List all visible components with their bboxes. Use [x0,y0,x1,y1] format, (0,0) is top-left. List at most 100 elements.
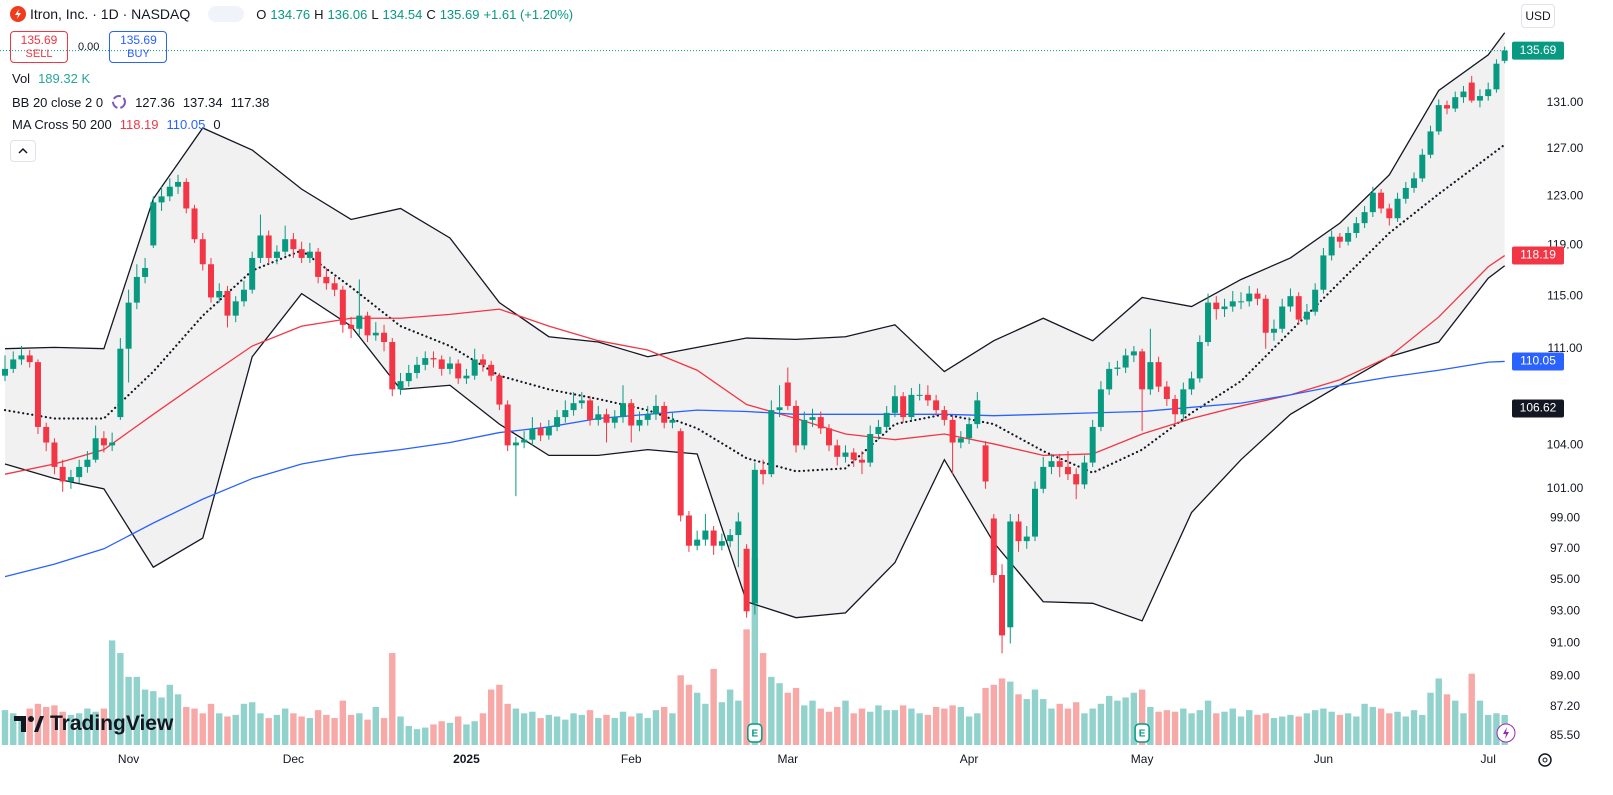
candle-body [1435,105,1442,132]
candle-body [1155,362,1162,387]
candle-body [900,396,907,418]
low-label: L [371,6,379,22]
volume-bar [834,706,841,745]
candle-body [183,181,190,209]
symbol-header: Itron, Inc. · 1D · NASDAQ O 134.76 H 136.0… [10,6,573,22]
candle-body [166,186,173,197]
bb-icon[interactable] [111,94,127,110]
candle-body [43,426,50,443]
volume-bar [1353,716,1360,745]
volume-bar [1287,714,1294,745]
candle-body [982,445,989,482]
volume-bar [1369,706,1377,745]
candle-body [875,426,882,434]
candle-body [1015,521,1022,542]
candle-body [1130,351,1137,356]
volume-bar [982,687,989,745]
volume-bar [26,708,33,745]
volume-bar [265,718,272,745]
volume-bar [628,716,635,745]
currency-button[interactable]: USD [1521,4,1555,28]
candle-body [1163,386,1170,400]
candle-body [381,332,388,343]
candle-body [463,375,470,379]
candle-body [249,257,256,290]
volume-bar [232,714,239,745]
candle-body [924,394,931,401]
volume-bar [1254,714,1261,745]
volume-bar [1031,689,1039,745]
volume-bar [84,708,91,745]
alert-icon[interactable] [1496,723,1516,743]
volume-bar [949,705,956,745]
volume-bar [1493,713,1500,745]
volume-bar [1303,713,1311,745]
candle-body [430,358,437,360]
volume-bar [1435,678,1442,745]
volume-bar [1311,710,1319,745]
volume-bar [504,703,511,745]
candle-body [109,442,116,446]
candle-body [273,251,280,258]
candle-body [570,403,577,411]
candle-body [834,445,841,457]
candle-body [208,264,214,298]
candle-body [1180,389,1187,415]
volume-bar [817,708,824,745]
volume-bar [59,711,66,745]
candle-body [224,291,231,316]
volume-bar [166,684,173,745]
candle-body [1369,192,1376,213]
volume-bar [883,710,890,745]
volume-bar [1048,708,1055,745]
candle-body [669,419,676,423]
buy-button[interactable]: 135.69 BUY [109,31,168,63]
candle-body [1147,362,1154,390]
volume-bar [850,713,857,745]
volume-bar [117,653,124,745]
volume-bar [1419,714,1426,745]
volume-bar [339,700,347,745]
indicator-pills[interactable] [208,6,245,22]
settings-icon[interactable] [1535,750,1555,770]
candle-body [1254,293,1261,299]
candle-body [867,433,874,463]
event-marker [1134,723,1150,743]
candle-body [760,469,767,475]
y-tick-label: 95.00 [1550,572,1580,586]
candle-body [801,419,808,446]
volume-bar [941,708,948,745]
candle-body [1238,301,1244,303]
volume-bar [455,716,462,745]
candle-body [496,375,503,405]
volume-legend: Vol 189.32 K [12,71,90,86]
y-tick-label: 99.00 [1550,511,1580,525]
candle-body [677,431,684,516]
volume-bar [1386,713,1393,745]
volume-bar [422,727,429,745]
volume-bar [281,708,289,745]
volume-bar [1221,711,1228,745]
candle-body [1246,293,1253,302]
candle-body [323,276,330,284]
volume-bar [273,714,281,745]
volume-bar [867,711,874,745]
candle-body [949,419,956,443]
candle-body [1073,474,1080,485]
sell-button[interactable]: 135.69 SELL [10,31,68,63]
candle-body [67,477,74,482]
bb-fill [5,32,1505,621]
watermark-text: TradingView [50,712,174,735]
volume-bar [702,703,709,745]
volume-bar [784,692,791,745]
collapse-button[interactable] [10,140,36,162]
bb-lower-line [4,265,1506,622]
candle-body [240,289,247,302]
candle-body [702,530,709,540]
volume-bar [249,702,256,745]
candle-body [1295,296,1302,320]
candle-body [974,400,981,425]
open-value: 134.76 [270,6,311,22]
